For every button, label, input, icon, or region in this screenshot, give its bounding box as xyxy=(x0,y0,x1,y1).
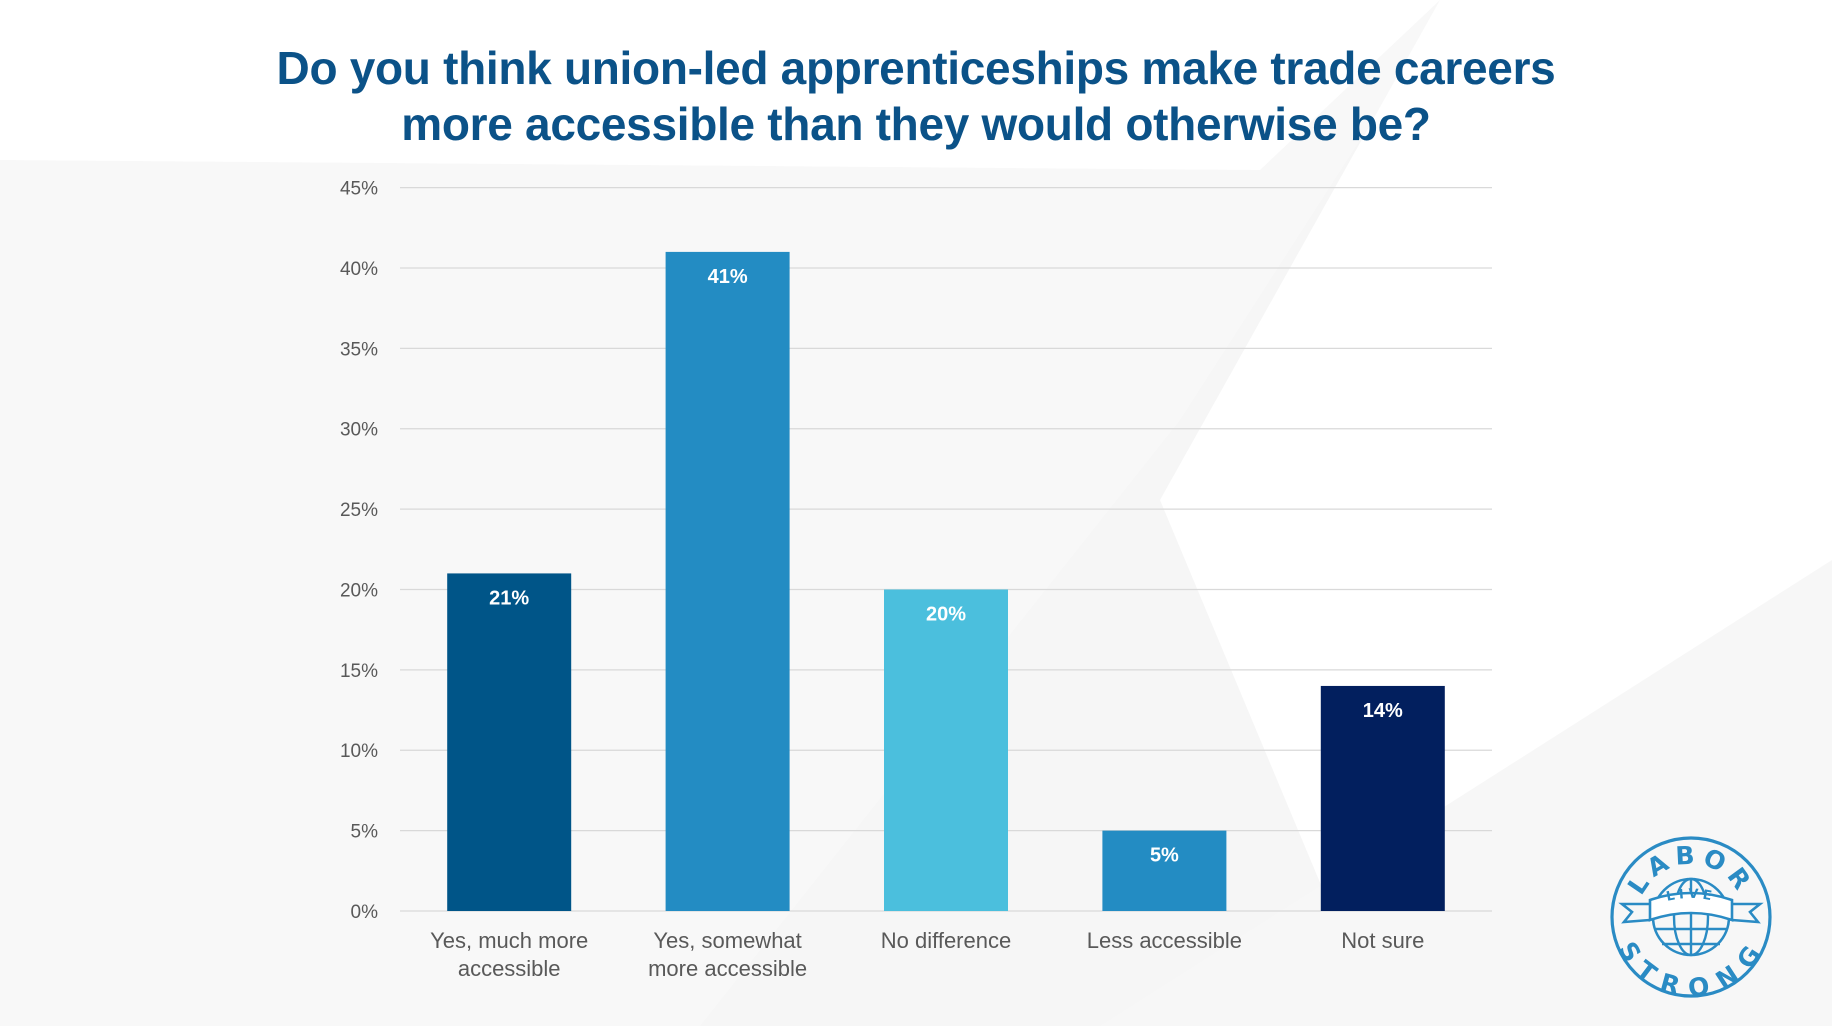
bar xyxy=(447,573,572,911)
bar xyxy=(665,251,790,911)
bar xyxy=(1102,830,1227,911)
bar xyxy=(1320,685,1445,911)
y-tick-label: 25% xyxy=(340,500,378,521)
chart-title: Do you think union-led apprenticeships m… xyxy=(0,40,1832,152)
y-tick-label: 0% xyxy=(351,902,379,923)
y-tick-label: 30% xyxy=(340,420,378,441)
chart-title-line-1: Do you think union-led apprenticeships m… xyxy=(276,42,1556,94)
y-tick-label: 45% xyxy=(340,179,378,200)
x-category-label: accessible xyxy=(458,956,561,981)
y-tick-label: 20% xyxy=(340,580,378,601)
x-category-label: more accessible xyxy=(648,956,807,981)
y-tick-label: 15% xyxy=(340,661,378,682)
y-tick-label: 40% xyxy=(340,259,378,280)
y-tick-label: 5% xyxy=(351,822,379,843)
x-category-label: Yes, somewhat xyxy=(653,928,801,953)
x-category-label: Yes, much more xyxy=(430,928,588,953)
logo-banner-text: LIVE xyxy=(1665,887,1713,905)
y-tick-label: 35% xyxy=(340,339,378,360)
y-tick-label: 10% xyxy=(340,741,378,762)
x-category-label: No difference xyxy=(881,928,1011,953)
data-label: 21% xyxy=(489,587,529,609)
x-category-label: Less accessible xyxy=(1087,928,1242,953)
y-axis-tick-labels: 0% 5% 10% 15% 20% 25% 30% 35% 40% 45% xyxy=(340,179,378,923)
data-label: 20% xyxy=(926,603,966,625)
bar xyxy=(884,589,1008,911)
x-axis-category-labels: Yes, much more accessible Yes, somewhat mor… xyxy=(430,928,1424,981)
labor-live-strong-logo: LABOR STRONG LIVE xyxy=(1610,836,1772,1000)
svg-text:LIVE: LIVE xyxy=(1665,887,1717,905)
x-category-label: Not sure xyxy=(1341,928,1424,953)
data-label: 5% xyxy=(1150,845,1179,867)
data-label: 41% xyxy=(708,266,748,288)
bars xyxy=(447,251,1445,911)
data-label: 14% xyxy=(1363,700,1403,722)
data-labels: 21% 41% 20% 5% 14% xyxy=(489,266,1403,867)
chart-title-line-2: more accessible than they would otherwis… xyxy=(401,98,1431,150)
